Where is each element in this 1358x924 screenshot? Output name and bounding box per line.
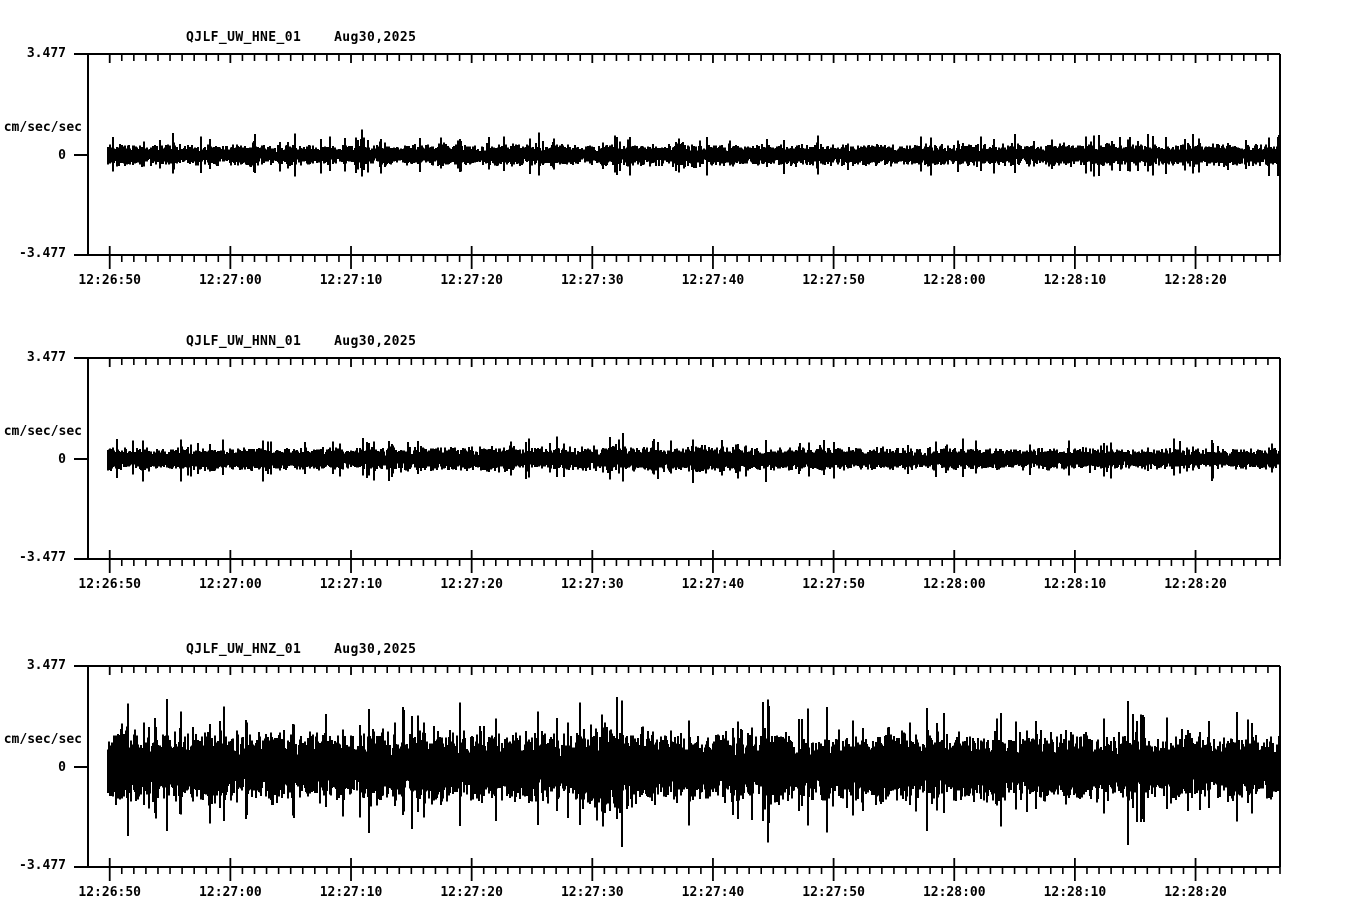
y-axis-unit-hne: cm/sec/sec	[3, 120, 82, 135]
waveform-plot-hnn	[74, 357, 1281, 573]
x-axis-tick-label: 12:27:50	[802, 885, 865, 900]
x-axis-tick-label: 12:27:30	[560, 577, 624, 592]
x-axis-tick-label: 12:26:50	[78, 273, 142, 288]
waveform-plot-hnz	[74, 665, 1281, 881]
x-axis-tick-label: 12:28:20	[1164, 273, 1227, 288]
seismogram-panel-hne: QJLF_UW_HNE_01 Aug30,2025 cm/sec/sec 3.4…	[0, 0, 1358, 300]
x-axis-tick-label: 12:28:20	[1164, 885, 1227, 900]
y-axis-unit-hnz: cm/sec/sec	[3, 732, 82, 747]
seismogram-panel-hnz: QJLF_UW_HNZ_01 Aug30,2025 cm/sec/sec 3.4…	[0, 612, 1358, 924]
y-axis-unit-hnn: cm/sec/sec	[3, 424, 82, 439]
x-axis-tick-label: 12:28:00	[922, 577, 986, 592]
y-axis-max-label-hnz: 3.477	[26, 658, 66, 673]
x-axis-tick-label: 12:26:50	[78, 577, 142, 592]
y-axis-max-label-hne: 3.477	[26, 46, 66, 61]
y-axis-zero-label-hne: 0	[58, 148, 66, 163]
x-axis-tick-label: 12:28:10	[1043, 273, 1107, 288]
x-axis-tick-label: 12:28:10	[1043, 885, 1107, 900]
x-axis-tick-label: 12:27:50	[802, 273, 865, 288]
x-axis-tick-label: 12:27:30	[560, 885, 624, 900]
x-axis-tick-label: 12:27:00	[199, 885, 262, 900]
x-axis-tick-label: 12:27:40	[681, 885, 745, 900]
panel-title-hnn: QJLF_UW_HNN_01 Aug30,2025	[186, 334, 417, 349]
x-axis-tick-label: 12:28:00	[922, 273, 986, 288]
x-axis-tick-label: 12:27:10	[319, 273, 383, 288]
y-axis-min-label-hnz: -3.477	[19, 858, 66, 873]
x-axis-tick-label: 12:27:30	[560, 273, 624, 288]
x-axis-tick-label: 12:26:50	[78, 885, 142, 900]
panel-title-hnz: QJLF_UW_HNZ_01 Aug30,2025	[186, 642, 417, 657]
x-axis-tick-label: 12:27:00	[199, 577, 262, 592]
panel-title-hne: QJLF_UW_HNE_01 Aug30,2025	[186, 30, 417, 45]
x-axis-tick-label: 12:28:20	[1164, 577, 1227, 592]
x-axis-tick-label: 12:27:10	[319, 577, 383, 592]
x-axis-tick-label: 12:27:20	[440, 885, 503, 900]
y-axis-zero-label-hnn: 0	[58, 452, 66, 467]
y-axis-max-label-hnn: 3.477	[26, 350, 66, 365]
y-axis-zero-label-hnz: 0	[58, 760, 66, 775]
x-axis-tick-label: 12:27:00	[199, 273, 262, 288]
x-axis-tick-label: 12:28:00	[922, 885, 986, 900]
x-axis-tick-label: 12:27:20	[440, 273, 503, 288]
x-axis-tick-label: 12:27:40	[681, 577, 745, 592]
x-axis-tick-label: 12:27:10	[319, 885, 383, 900]
y-axis-min-label-hne: -3.477	[19, 246, 66, 261]
waveform-plot-hne	[74, 53, 1281, 269]
seismogram-panel-hnn: QJLF_UW_HNN_01 Aug30,2025 cm/sec/sec 3.4…	[0, 304, 1358, 604]
x-axis-tick-label: 12:27:50	[802, 577, 865, 592]
x-axis-tick-label: 12:27:40	[681, 273, 745, 288]
y-axis-min-label-hnn: -3.477	[19, 550, 66, 565]
x-axis-tick-label: 12:27:20	[440, 577, 503, 592]
x-axis-tick-label: 12:28:10	[1043, 577, 1107, 592]
